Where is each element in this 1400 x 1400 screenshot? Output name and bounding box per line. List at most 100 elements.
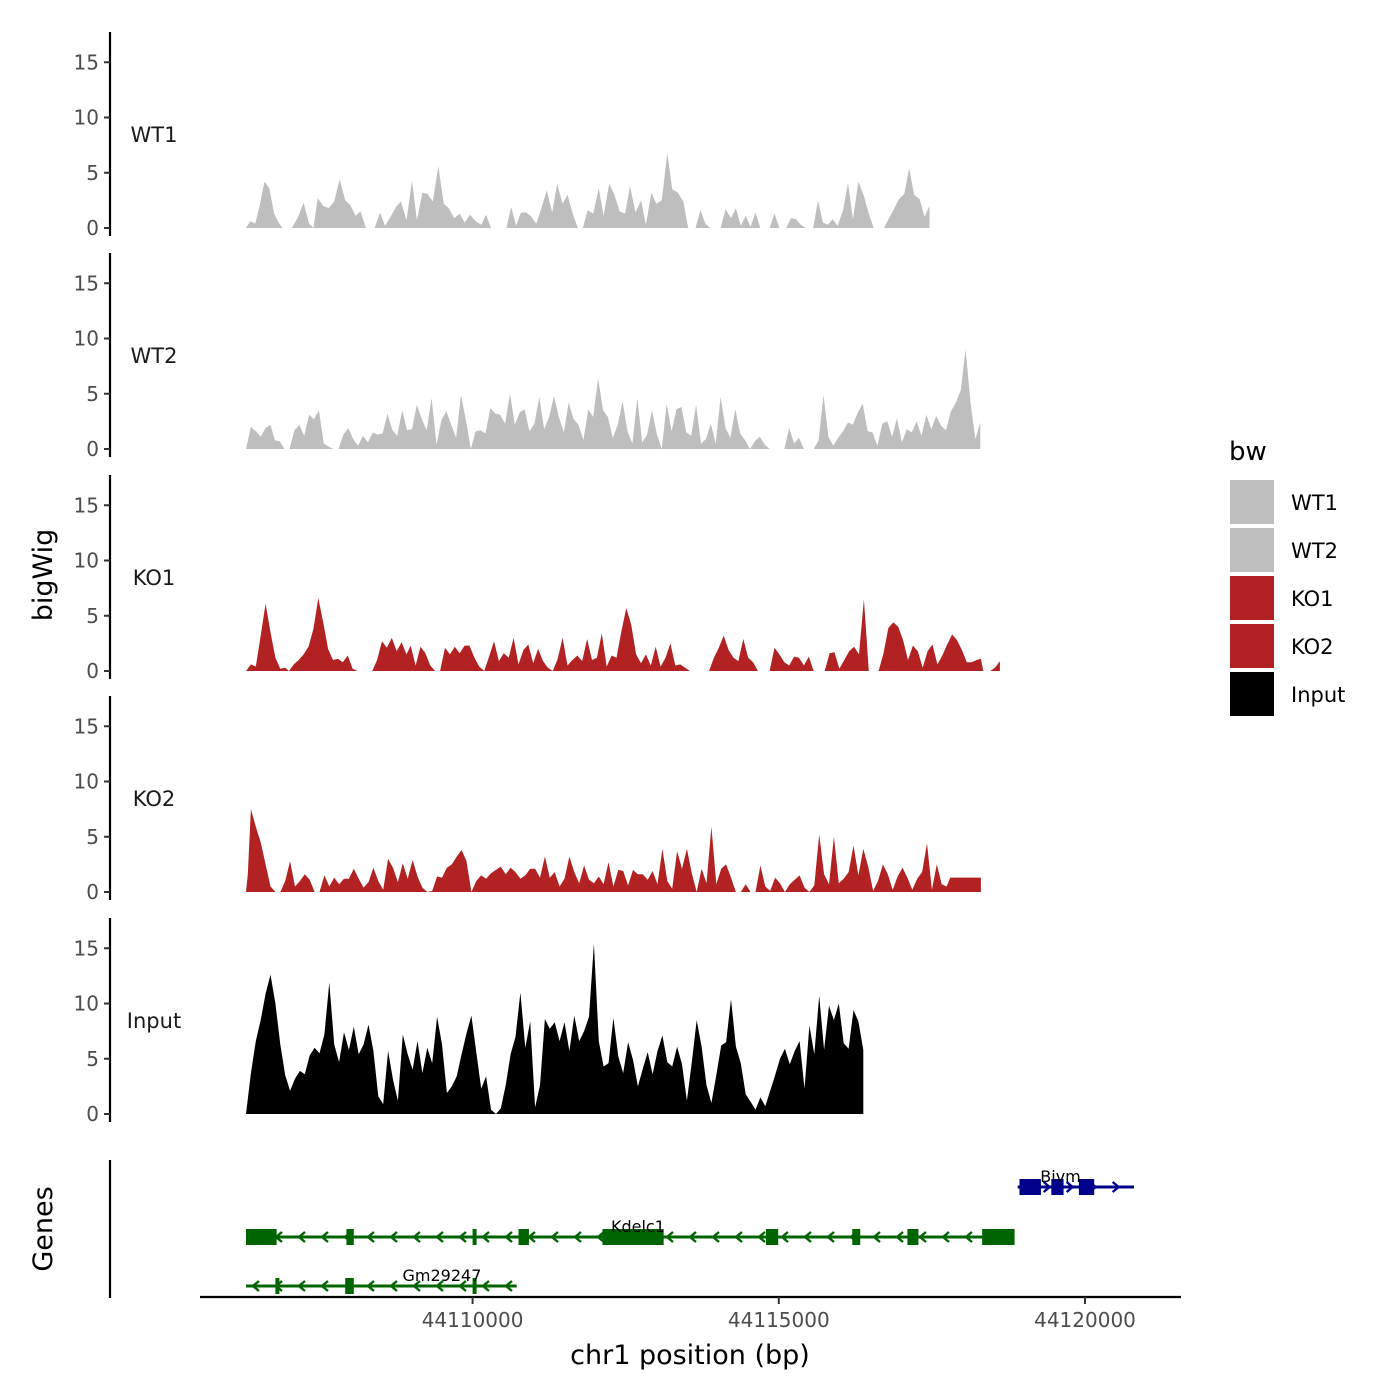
gene-label: Kdelc1 [611, 1217, 665, 1236]
strand-arrow [435, 1280, 444, 1292]
exon-block [472, 1229, 477, 1245]
strand-arrow [412, 1231, 421, 1243]
strand-arrow [826, 1231, 835, 1243]
exon-block [907, 1229, 919, 1245]
legend-swatch-ko1 [1230, 576, 1274, 620]
exon-block [346, 1229, 354, 1245]
y-tick-label: 10 [74, 327, 99, 351]
strand-arrow [251, 1280, 260, 1292]
exon-block [246, 1229, 277, 1245]
strand-arrow [1042, 1181, 1052, 1193]
strand-arrow [665, 1231, 674, 1243]
strand-arrow [941, 1231, 950, 1243]
legend-swatch-ko2 [1230, 624, 1274, 668]
strand-arrow [964, 1231, 973, 1243]
legend-swatch-wt2 [1230, 528, 1274, 572]
y-tick-label: 15 [74, 493, 99, 517]
y-tick-label: 0 [86, 880, 99, 904]
strand-arrow [895, 1231, 904, 1243]
legend-label-ko1: KO1 [1291, 587, 1334, 611]
y-axis-title-genes: Genes [28, 1186, 59, 1271]
track-ko1: 0 5 10 15 KO1 [74, 475, 1000, 683]
exon-block [518, 1229, 529, 1245]
exon-block [982, 1229, 1015, 1245]
gene-gm29247: Gm29247 [246, 1266, 517, 1294]
y-tick-label: 0 [86, 437, 99, 461]
strand-arrow [504, 1231, 513, 1243]
y-tick-label: 0 [86, 659, 99, 683]
track-input: 0 5 10 15 Input [74, 918, 864, 1126]
legend-swatch-input [1230, 672, 1274, 716]
strand-arrow [527, 1231, 536, 1243]
strand-arrow [481, 1231, 490, 1243]
gene-label: Gm29247 [403, 1266, 482, 1285]
x-axis-title: chr1 position (bp) [570, 1340, 810, 1371]
y-tick-label: 5 [86, 604, 99, 628]
x-axis: 44110000 44115000 44120000 [200, 1295, 1181, 1332]
coverage-tracks: 0 5 10 15 WT1 0 5 10 15 WT2 0 5 10 15 KO1 0 5 10 15 KO2 0 5 10… [74, 32, 1000, 1126]
strand-arrow [297, 1231, 306, 1243]
strand-arrow [481, 1280, 490, 1292]
x-tick-label: 44115000 [728, 1308, 830, 1332]
strand-arrow [803, 1231, 812, 1243]
gene-bivm: Bivm [1017, 1167, 1134, 1195]
legend: bw WT1 WT2 KO1 KO2 Input [1229, 437, 1345, 716]
y-tick-label: 5 [86, 825, 99, 849]
y-tick-label: 5 [86, 382, 99, 406]
strand-arrow [596, 1231, 605, 1243]
legend-title: bw [1229, 437, 1267, 467]
gene-track: Bivm Kdelc1 Gm29247 [108, 1160, 1134, 1298]
exon-block [1019, 1179, 1041, 1195]
strand-arrow [320, 1231, 329, 1243]
legend-label-wt2: WT2 [1291, 539, 1338, 563]
exon-block [1078, 1179, 1095, 1195]
legend-swatch-wt1 [1230, 480, 1274, 524]
legend-label-wt1: WT1 [1291, 491, 1338, 515]
track-label-wt1: WT1 [131, 123, 178, 147]
strand-arrow [412, 1280, 421, 1292]
legend-label-ko2: KO2 [1291, 635, 1334, 659]
x-tick-label: 44120000 [1034, 1308, 1136, 1332]
y-tick-label: 10 [74, 549, 99, 573]
track-label-ko2: KO2 [133, 787, 176, 811]
y-tick-label: 10 [74, 106, 99, 130]
strand-arrow [550, 1231, 559, 1243]
strand-arrow [688, 1231, 697, 1243]
track-label-input: Input [127, 1009, 181, 1033]
strand-arrow [1065, 1181, 1075, 1193]
strand-arrow [458, 1231, 467, 1243]
y-tick-label: 5 [86, 1047, 99, 1071]
strand-arrow [918, 1231, 927, 1243]
exon-block [765, 1229, 779, 1245]
y-tick-label: 5 [86, 161, 99, 185]
y-tick-label: 15 [74, 714, 99, 738]
y-tick-label: 15 [74, 50, 99, 74]
strand-arrow [872, 1231, 881, 1243]
track-wt2: 0 5 10 15 WT2 [74, 253, 981, 461]
exon-block [345, 1278, 354, 1294]
strand-arrow [320, 1280, 329, 1292]
y-tick-label: 0 [86, 1102, 99, 1126]
coverage-area-input [246, 943, 864, 1114]
y-tick-label: 10 [74, 770, 99, 794]
track-label-ko1: KO1 [133, 566, 176, 590]
x-tick-label: 44110000 [422, 1308, 524, 1332]
track-ko2: 0 5 10 15 KO2 [74, 696, 981, 904]
y-tick-label: 15 [74, 936, 99, 960]
track-label-wt2: WT2 [131, 344, 178, 368]
strand-arrow [734, 1231, 743, 1243]
exon-block [275, 1278, 280, 1294]
strand-arrow [389, 1280, 398, 1292]
strand-arrow [780, 1231, 789, 1243]
legend-label-input: Input [1291, 683, 1345, 707]
y-tick-label: 15 [74, 271, 99, 295]
exon-block [602, 1229, 664, 1245]
coverage-area-wt2 [246, 349, 981, 449]
exon-block [472, 1278, 477, 1294]
track-wt1: 0 5 10 15 WT1 [74, 32, 930, 240]
strand-arrow [297, 1280, 306, 1292]
strand-arrow [389, 1231, 398, 1243]
strand-arrow [1111, 1181, 1121, 1193]
coverage-area-ko2 [246, 809, 981, 892]
